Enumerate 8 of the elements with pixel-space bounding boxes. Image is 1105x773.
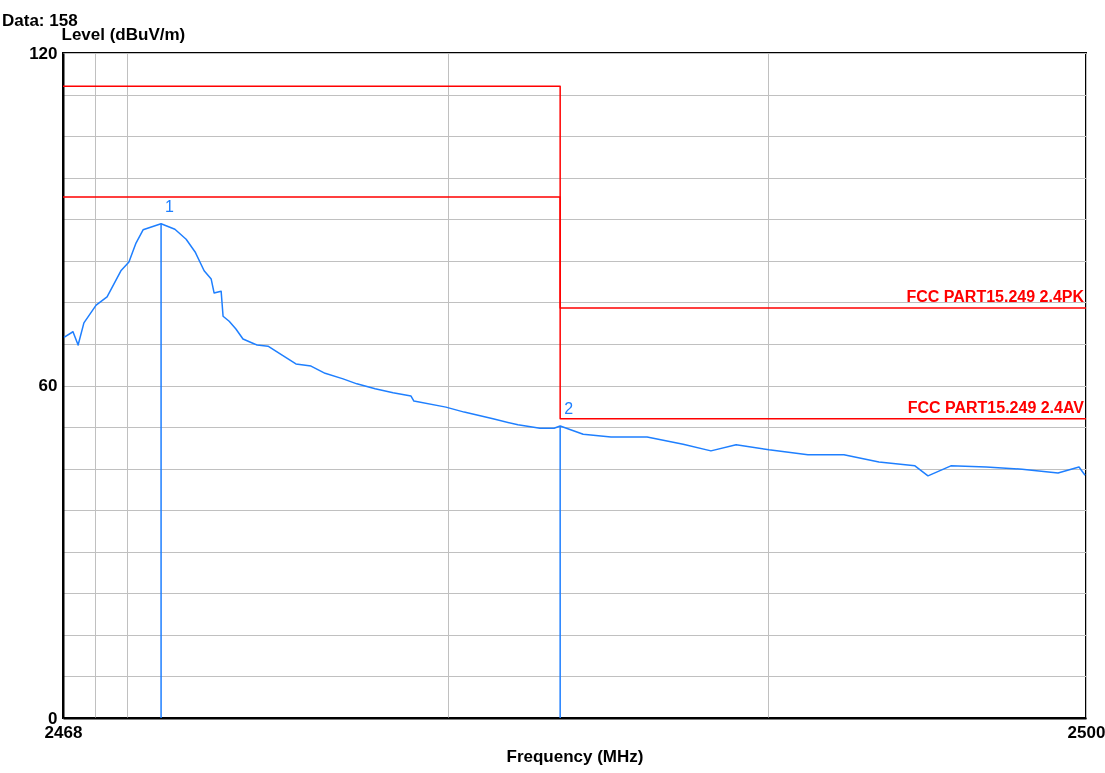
series-label: FCC PART15.249 2.4AV [907, 398, 1085, 416]
annotation: 2 [564, 399, 574, 417]
y-tick-label: 120 [29, 43, 58, 63]
series-label: FCC PART15.249 2.4PK [906, 287, 1085, 305]
x-tick-label: 2500 [1067, 722, 1105, 742]
y-tick-label: 60 [38, 376, 58, 395]
x-axis-title: Frequency (MHz) [506, 746, 644, 766]
annotation: 1 [165, 197, 175, 215]
